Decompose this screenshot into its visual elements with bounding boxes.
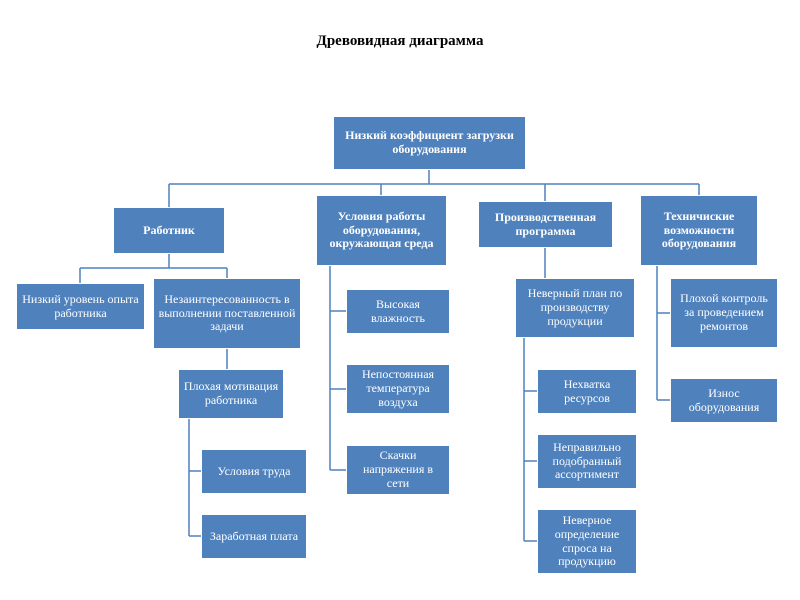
tree-node-t2: Износ оборудования — [670, 378, 778, 423]
tree-node-b3: Производственная программа — [478, 201, 613, 248]
tree-node-e1: Высокая влажность — [346, 289, 450, 334]
tree-node-t1: Плохой контроль за проведением ремонтов — [670, 278, 778, 348]
tree-node-p1: Неверный план по производству продукции — [515, 278, 635, 338]
tree-node-p3: Неправильно подобранный ассортимент — [537, 434, 637, 489]
tree-node-root: Низкий коэффициент загрузки оборудования — [333, 116, 526, 170]
tree-node-b2: Условия работы оборудования, окружающая … — [316, 195, 447, 266]
tree-node-b1: Работник — [113, 207, 225, 254]
tree-node-p4: Неверное определение спроса на продукцию — [537, 509, 637, 574]
tree-node-p2: Нехватка ресурсов — [537, 369, 637, 414]
tree-node-b4: Техничиские возможности оборудования — [640, 195, 758, 266]
tree-node-w2: Незаинтересованность в выполнении постав… — [153, 278, 301, 349]
tree-node-w1: Низкий уровень опыта работника — [16, 283, 145, 330]
tree-node-e3: Скачки напряжения в сети — [346, 445, 450, 495]
tree-node-w3: Плохая мотивация работника — [178, 369, 284, 419]
diagram-title: Древовидная диаграмма — [0, 33, 800, 50]
tree-node-e2: Непостоянная температура воздуха — [346, 364, 450, 414]
tree-node-w4: Условия труда — [201, 449, 307, 494]
tree-node-w5: Заработная плата — [201, 514, 307, 559]
